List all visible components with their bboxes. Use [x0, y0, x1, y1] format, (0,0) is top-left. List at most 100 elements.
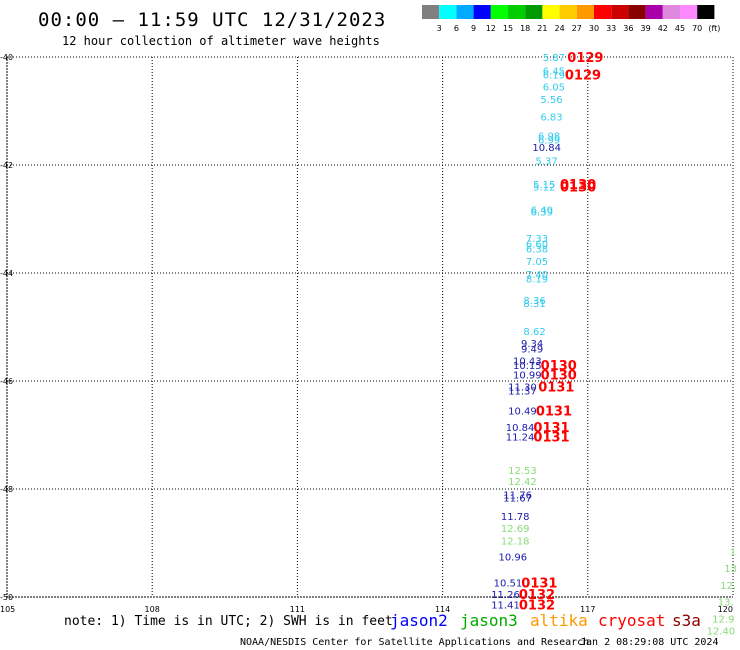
cycle-number-label: 0132: [519, 588, 555, 603]
scale-label: 24: [555, 24, 565, 33]
cycle-number-label: 0129: [567, 51, 603, 66]
scale-label: 30: [589, 24, 599, 33]
wave-height-value: 10.84: [532, 143, 561, 154]
scale-label: 33: [606, 24, 616, 33]
wave-height-value: 6.39: [531, 207, 553, 218]
satellite-legend: jason2 jason3 altika cryosat s3a: [390, 611, 701, 630]
wave-height-value: 6.99: [538, 136, 560, 147]
scale-swatch: [576, 5, 594, 19]
wave-height-value: 7.05: [526, 257, 548, 268]
cycle-number-label: 0131: [533, 421, 569, 436]
generated-timestamp: Jan 2 08:29:08 UTC 2024: [580, 637, 718, 648]
cycle-number-label: 0131: [521, 576, 557, 591]
wave-height-value: 7.40: [526, 270, 548, 281]
wave-height-value: 12.: [720, 581, 736, 592]
wave-height-value: 8.19: [526, 274, 548, 285]
legend-jason3: jason3: [460, 611, 518, 630]
wave-height-value: 12.42: [508, 477, 537, 488]
wave-height-value: 8.62: [523, 327, 545, 338]
wave-height-value: 10.49: [508, 407, 537, 418]
scale-swatch: [473, 5, 491, 19]
y-tick-label: -46: [0, 377, 13, 386]
wave-height-value: 10.96: [498, 553, 527, 564]
wave-height-value: 11.30: [508, 382, 537, 393]
scale-label: 21: [537, 24, 547, 33]
y-tick-label: -40: [0, 53, 13, 62]
x-tick-label: 108: [145, 605, 160, 614]
wave-height-value: 10.15: [513, 361, 542, 372]
scale-label: 42: [658, 24, 668, 33]
wave-height-value: 6.60: [526, 239, 548, 250]
wave-height-value: 9.49: [521, 345, 543, 356]
y-tick-label: -44: [0, 269, 13, 278]
y-tick-label: -42: [0, 161, 13, 170]
map-frame: [6, 56, 734, 598]
wave-height-value: 6.38: [526, 245, 548, 256]
page-subtitle: 12 hour collection of altimeter wave hei…: [62, 34, 380, 48]
x-tick-label: 114: [435, 605, 450, 614]
wave-height-value: 6.98: [538, 131, 560, 142]
scale-label: 12: [486, 24, 496, 33]
scale-label: 39: [641, 24, 651, 33]
cycle-number-label: 0131: [533, 431, 569, 446]
scale-swatch: [611, 5, 629, 19]
page-title: 00:00 – 11:59 UTC 12/31/2023: [38, 9, 386, 31]
legend-cryosat: cryosat: [598, 611, 665, 630]
scale-label: 15: [503, 24, 513, 33]
scale-label: (ft): [708, 24, 720, 33]
wave-height-value: 11.76: [503, 490, 532, 501]
cycle-number-label: 0132: [519, 599, 555, 614]
scale-swatch: [628, 5, 646, 19]
wave-height-value: 12.9: [712, 615, 734, 626]
scale-label: 70: [692, 24, 702, 33]
wave-height-value: 5.87: [543, 53, 565, 64]
scale-label: 45: [675, 24, 685, 33]
scale-swatch: [645, 5, 663, 19]
scale-label: 27: [572, 24, 582, 33]
scale-swatch: [525, 5, 543, 19]
lat-lon-grid: [6, 56, 734, 598]
wave-height-value: 7.33: [526, 234, 548, 245]
wave-height-value: 5.37: [536, 157, 558, 168]
wave-height-value: 8.36: [523, 296, 545, 307]
scale-swatch: [422, 5, 440, 19]
cycle-number-label: 0130: [560, 178, 596, 193]
scale-label: 6: [454, 24, 459, 33]
scale-swatch: [594, 5, 612, 19]
wave-height-measurements: 5.876.456.196.055.566.836.986.9910.845.3…: [491, 53, 737, 637]
wave-height-value: 13: [724, 564, 737, 575]
y-tick-label: -50: [0, 593, 13, 602]
scale-swatch: [680, 5, 698, 19]
cycle-number-label: 0130: [560, 181, 596, 196]
scale-label: 18: [520, 24, 530, 33]
wave-height-value: 11.24: [506, 433, 535, 444]
units-note: note: 1) Time is in UTC; 2) SWH is in fe…: [64, 614, 393, 629]
wave-height-value: 11.37: [508, 387, 537, 398]
x-tick-label: 120: [718, 605, 733, 614]
wave-height-value: 6.45: [543, 67, 565, 78]
wave-height-value: 12.40: [707, 626, 736, 637]
color-scale-legend: 3 6 9 12 15 18 21 24 27 30 33 36 39 42 45 70 (ft): [422, 5, 720, 33]
wave-height-value: 10.84: [506, 423, 535, 434]
wave-height-value: 5.12: [533, 183, 555, 194]
scale-label: 9: [471, 24, 476, 33]
wave-height-value: 5.56: [540, 95, 562, 106]
wave-height-value: 6.19: [543, 70, 565, 81]
wave-height-value: 11.26: [491, 590, 520, 601]
scale-swatch: [559, 5, 577, 19]
x-tick-label: 111: [290, 605, 305, 614]
wave-height-value: 11.78: [501, 512, 530, 523]
wave-height-value: 8.31: [523, 299, 545, 310]
x-tick-label: 117: [580, 605, 595, 614]
legend-s3a: s3a: [672, 611, 701, 630]
scale-swatch: [490, 5, 508, 19]
scale-swatch: [456, 5, 474, 19]
wave-height-value: 5.15: [533, 180, 555, 191]
wave-height-value: 12.69: [501, 524, 530, 535]
scale-label: 36: [623, 24, 633, 33]
scale-swatch: [542, 5, 560, 19]
wave-height-value: 12.18: [501, 536, 530, 547]
wave-height-value: 1: [730, 548, 736, 559]
wave-height-value: 10.43: [513, 356, 542, 367]
